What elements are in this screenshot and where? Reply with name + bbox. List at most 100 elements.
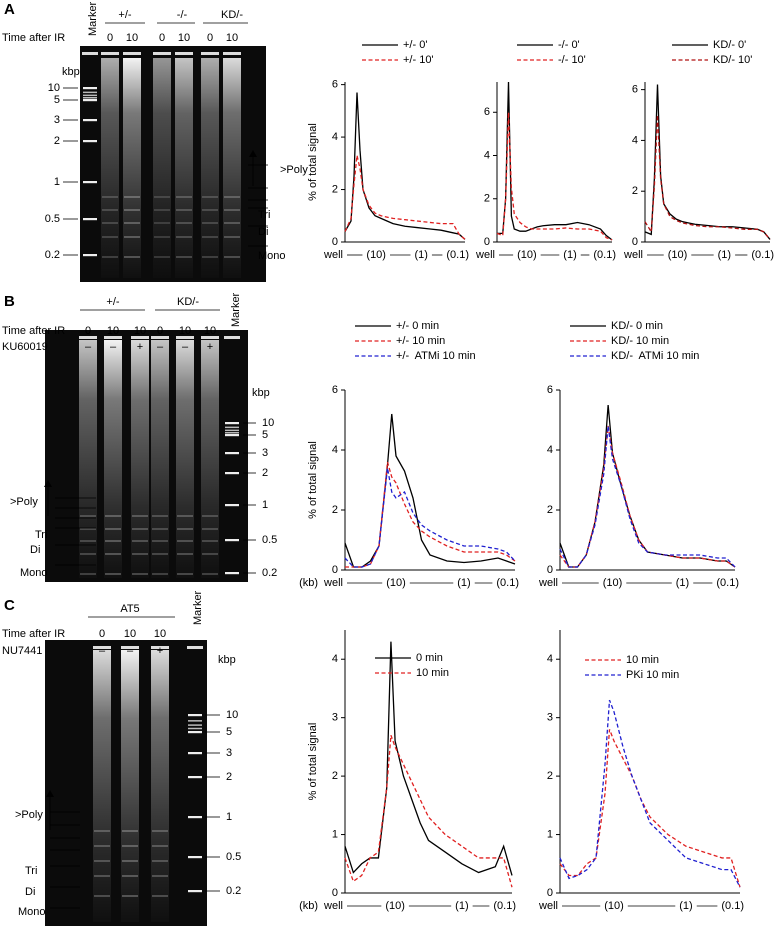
lane-label: 10: [179, 325, 191, 337]
lane-label: 0: [107, 32, 113, 44]
x-tick-label: (0.1): [496, 577, 519, 589]
series-line: [559, 699, 741, 888]
marker-band: [188, 731, 202, 734]
gel-band: [124, 256, 140, 258]
gel-band: [102, 256, 118, 258]
legend-label: KD/- 0': [713, 39, 746, 51]
marker-band: [188, 714, 202, 717]
lane-label: 10: [154, 628, 166, 640]
gel-band: [202, 236, 218, 238]
size-label: 3: [54, 114, 60, 126]
size-label: 1: [54, 176, 60, 188]
gel-band: [94, 830, 110, 832]
group-label: -/-: [177, 9, 188, 21]
size-label: 2: [226, 771, 232, 783]
lane-label: +: [157, 645, 163, 657]
x-tick-label: (10): [517, 249, 537, 261]
gel-band: [177, 528, 193, 530]
y-tick-label: 1: [332, 828, 338, 840]
series-line: [644, 84, 771, 240]
y-tick-label: 0: [547, 887, 553, 899]
legend-label: +/- 10': [403, 54, 434, 66]
series-line: [559, 425, 736, 568]
y-tick-label: 2: [332, 770, 338, 782]
marker-well: [82, 52, 98, 55]
gel-band: [224, 196, 240, 198]
band-annotation: Mono: [18, 906, 46, 918]
y-tick-label: 2: [547, 770, 553, 782]
poly-arrowhead: [46, 790, 54, 797]
series-line: [344, 92, 466, 240]
gel-band: [154, 196, 170, 198]
gel-band: [124, 236, 140, 238]
group-label: +/-: [118, 9, 131, 21]
y-tick-label: 2: [332, 183, 338, 195]
marker-band: [83, 254, 97, 257]
band-annotation: Di: [258, 226, 268, 238]
y-tick-label: 6: [632, 84, 638, 96]
marker-band: [188, 816, 202, 819]
lane-label: 0: [157, 325, 163, 337]
legend-label: 0 min: [416, 652, 443, 664]
lane-label: 0: [207, 32, 213, 44]
gel-lane: [151, 340, 169, 578]
gel-band: [94, 875, 110, 877]
gel-band: [80, 540, 96, 542]
lane-label: 10: [178, 32, 190, 44]
y-tick-label: 4: [547, 653, 553, 665]
lane-label: –: [182, 341, 189, 353]
gel-band: [202, 553, 218, 555]
x-tick-label: (10): [366, 249, 386, 261]
marker-band: [83, 119, 97, 122]
y-tick-label: 2: [632, 185, 638, 197]
y-tick-label: 4: [332, 444, 338, 456]
gel-band: [105, 540, 121, 542]
gel-band: [94, 895, 110, 897]
marker-band: [83, 140, 97, 143]
gel-lane: [201, 58, 219, 278]
gel-lane: [176, 340, 194, 578]
size-label: 3: [262, 447, 268, 459]
marker-band: [225, 429, 239, 432]
y-axis-label: % of total signal: [307, 123, 319, 201]
gel-band: [224, 209, 240, 211]
size-label: 2: [262, 467, 268, 479]
marker-band: [225, 434, 239, 437]
marker-band: [225, 422, 239, 425]
gel-well: [101, 52, 119, 55]
x-tick-label: (0.1): [446, 249, 469, 261]
group-label: KD/-: [177, 296, 199, 308]
gel-band: [154, 222, 170, 224]
y-tick-label: 0: [332, 236, 338, 248]
group-label: KD/-: [221, 9, 243, 21]
series-line: [497, 81, 613, 241]
x-tick-label: (0.1): [493, 900, 516, 912]
gel-lane: [121, 650, 139, 922]
gel-band: [105, 528, 121, 530]
y-tick-label: 0: [547, 564, 553, 576]
y-tick-label: 6: [332, 79, 338, 91]
gel-well: [93, 646, 111, 649]
legend-label: PKi 10 min: [626, 669, 679, 681]
lane-label: +: [207, 341, 213, 353]
size-label: 1: [262, 499, 268, 511]
gel-well: [131, 336, 149, 339]
gel-well: [223, 52, 241, 55]
group-label: AT5: [120, 603, 139, 615]
gel-lane: [223, 58, 241, 278]
gel-band: [105, 553, 121, 555]
size-label: 0.2: [226, 885, 241, 897]
y-tick-label: 4: [547, 444, 553, 456]
marker-band: [225, 504, 239, 507]
gel-band: [122, 860, 138, 862]
gel-lane: [93, 650, 111, 922]
x-tick-label: well: [323, 577, 343, 589]
marker-band: [83, 94, 97, 97]
size-label: 10: [48, 82, 60, 94]
band-annotation: >Poly: [10, 496, 38, 508]
gel-band: [177, 553, 193, 555]
y-tick-label: 1: [547, 828, 553, 840]
panel-letter: C: [4, 597, 15, 614]
legend-label: +/- ATMi 10 min: [396, 350, 476, 362]
